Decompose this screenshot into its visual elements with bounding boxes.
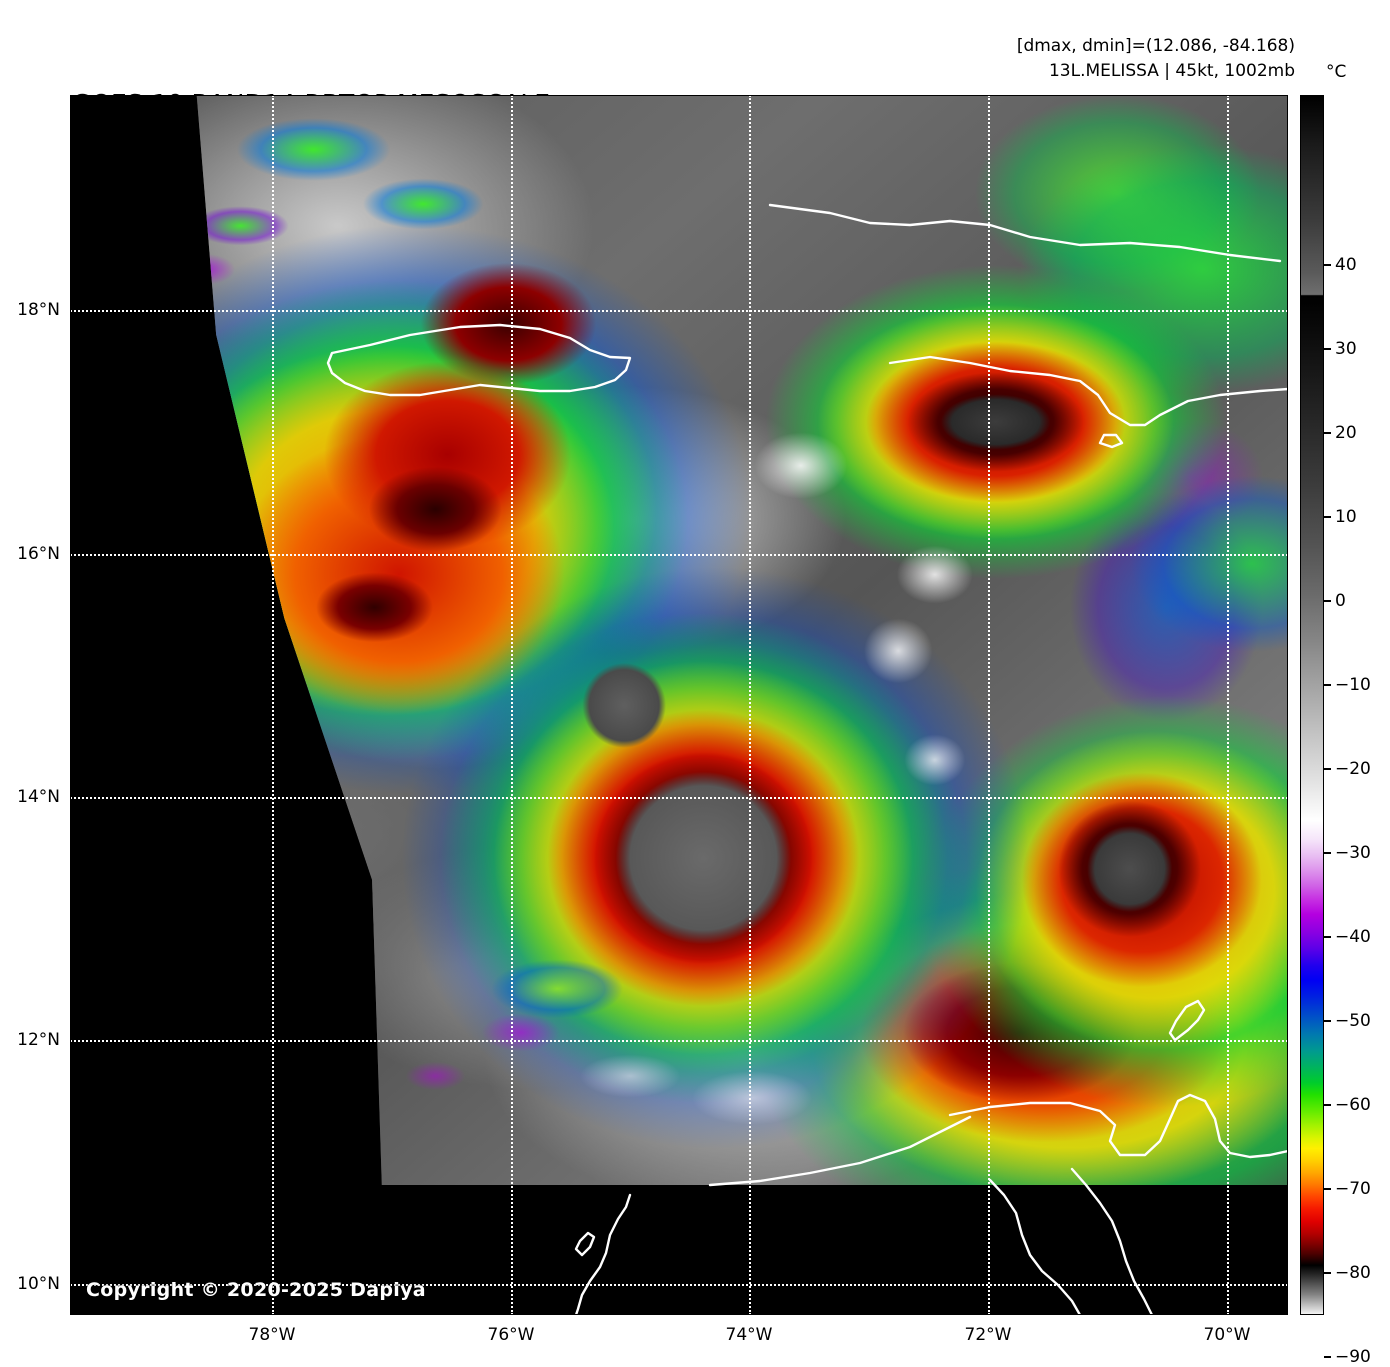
gridline-lat-10 [70, 1284, 1288, 1286]
colorbar-tick-minus20: −20 [1324, 759, 1371, 779]
colorbar-tick-30: 30 [1324, 339, 1357, 359]
colorbar-tick-minus90: −90 [1324, 1347, 1371, 1367]
colorbar-tick-minus70: −70 [1324, 1179, 1371, 1199]
colorbar-tick-minus60: −60 [1324, 1095, 1371, 1115]
copyright-label: Copyright © 2020-2025 Dapiya [86, 1279, 426, 1301]
gridline-lat-18 [70, 310, 1288, 312]
lat-label-14n: 14°N [17, 787, 60, 807]
lon-label-70w: 70°W [1203, 1325, 1251, 1345]
metadata-block: [dmax, dmin]=(12.086, -84.168) 13L.MELIS… [1017, 34, 1295, 83]
gridline-lon-78 [272, 95, 274, 1315]
colorbar-tick-minus40: −40 [1324, 927, 1371, 947]
colorbar-unit-label: °C [1326, 62, 1347, 82]
storm-info-label: 13L.MELISSA | 45kt, 1002mb [1048, 60, 1295, 81]
lon-label-72w: 72°W [964, 1325, 1012, 1345]
gridline-lon-74 [749, 95, 751, 1315]
satellite-image-plot: Copyright © 2020-2025 Dapiya [70, 95, 1288, 1315]
colorbar-tick-40: 40 [1324, 255, 1357, 275]
gridline-lon-76 [511, 95, 513, 1315]
lat-label-12n: 12°N [17, 1030, 60, 1050]
gridline-lat-12 [70, 1040, 1288, 1042]
colorbar-ticks: 40 30 20 10 0 −10 −20 −30 −40 −50 −60 −7… [1324, 95, 1384, 1367]
colorbar-tick-minus80: −80 [1324, 1263, 1371, 1283]
lon-label-74w: 74°W [725, 1325, 773, 1345]
colorbar-gradient [1301, 96, 1323, 1314]
gridline-lon-70 [1227, 95, 1229, 1315]
colorbar-tick-10: 10 [1324, 507, 1357, 527]
colorbar [1300, 95, 1324, 1315]
colorbar-tick-20: 20 [1324, 423, 1357, 443]
colorbar-tick-minus10: −10 [1324, 675, 1371, 695]
data-swath [70, 95, 1288, 1315]
colorbar-tick-0: 0 [1324, 591, 1346, 611]
lat-label-18n: 18°N [17, 300, 60, 320]
gridline-lon-72 [988, 95, 990, 1315]
lon-label-78w: 78°W [248, 1325, 296, 1345]
lon-label-76w: 76°W [487, 1325, 535, 1345]
gridline-lat-14 [70, 797, 1288, 799]
lat-label-10n: 10°N [17, 1274, 60, 1294]
colorbar-tick-minus30: −30 [1324, 843, 1371, 863]
lat-label-16n: 16°N [17, 544, 60, 564]
gridline-lat-16 [70, 554, 1288, 556]
colorbar-tick-minus50: −50 [1324, 1011, 1371, 1031]
data-range-label: [dmax, dmin]=(12.086, -84.168) [1016, 36, 1295, 56]
southern-cloud-speckle [196, 95, 1288, 1185]
